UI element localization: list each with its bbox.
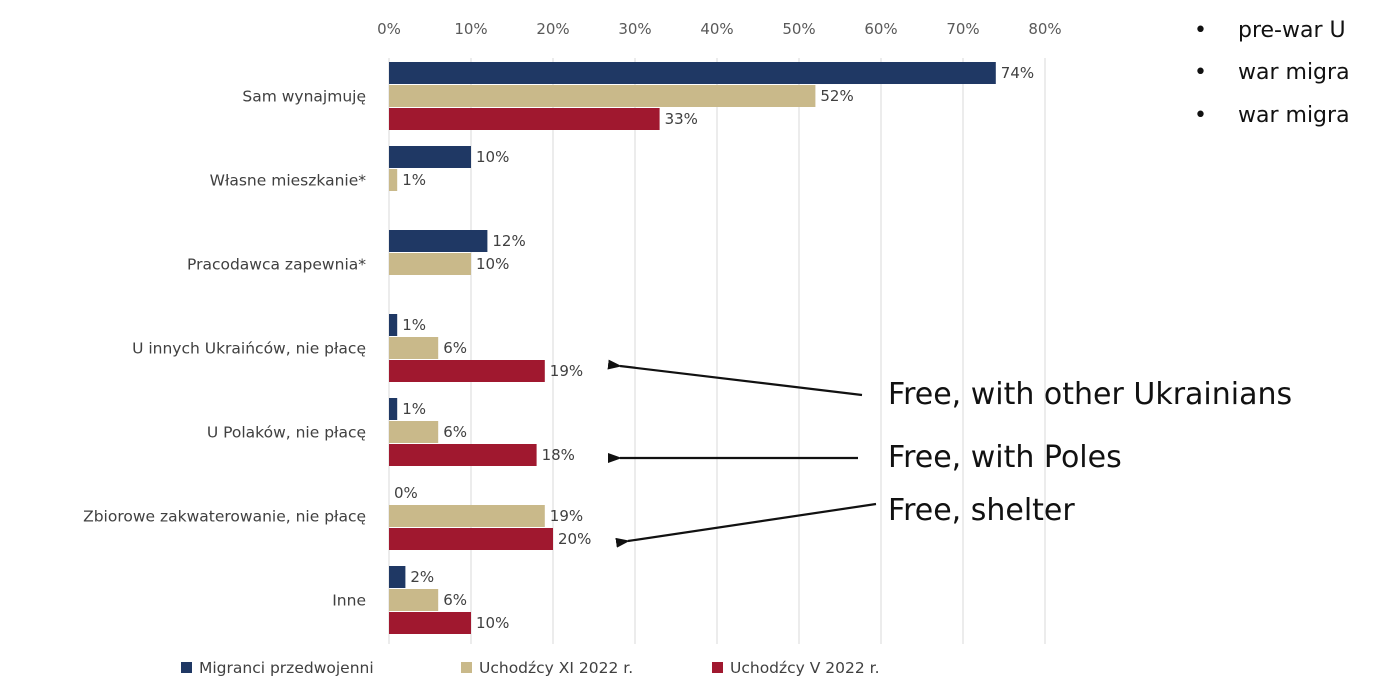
data-labels: 74% 10% 12% 1% 1% 0% 2% 52% 1% 10% 6% 6% 19% 6% 33% 19%… — [394, 64, 1034, 632]
category-label: U Polaków, nie płacę — [207, 424, 366, 442]
data-label: 19% — [550, 507, 583, 525]
x-tick-label: 20% — [536, 20, 569, 38]
data-label: 33% — [665, 110, 698, 128]
x-tick-label: 60% — [864, 20, 897, 38]
bar — [389, 85, 816, 107]
bar — [389, 421, 439, 443]
bar — [389, 566, 406, 588]
annotation-label: Free, with Poles — [888, 440, 1122, 475]
legend-label: Migranci przedwojenni — [199, 659, 374, 677]
bullet-dot: • — [1194, 18, 1207, 43]
annotation-arrow — [607, 359, 863, 397]
x-tick-label: 30% — [618, 20, 651, 38]
legend: Migranci przedwojenni Uchodźcy XI 2022 r.… — [181, 659, 880, 677]
x-tick-label: 80% — [1028, 20, 1061, 38]
category-label: Inne — [332, 592, 366, 610]
annotation-arrow — [615, 502, 877, 548]
annotation-label: Free, shelter — [888, 493, 1075, 528]
x-tick-label: 40% — [700, 20, 733, 38]
x-tick-label: 70% — [946, 20, 979, 38]
bar — [389, 169, 398, 191]
data-label: 2% — [410, 568, 434, 586]
bar — [389, 398, 398, 420]
category-label: Zbiorowe zakwaterowanie, nie płacę — [83, 508, 366, 526]
bar — [389, 444, 537, 466]
data-label: 10% — [476, 148, 509, 166]
x-tick-label: 10% — [454, 20, 487, 38]
data-label: 10% — [476, 614, 509, 632]
legend-label: Uchodźcy XI 2022 r. — [479, 659, 633, 677]
data-label: 19% — [550, 362, 583, 380]
bar — [389, 62, 996, 84]
data-label: 1% — [402, 400, 426, 418]
category-label: Pracodawca zapewnia* — [187, 256, 366, 274]
category-label: Sam wynajmuję — [242, 88, 366, 106]
x-axis-ticks: 0% 10% 20% 30% 40% 50% 60% 70% 80% — [377, 20, 1062, 38]
category-label: Własne mieszkanie* — [210, 172, 367, 190]
legend-swatch — [712, 662, 723, 673]
bullet-dot: • — [1194, 103, 1207, 128]
bar — [389, 505, 545, 527]
legend-swatch — [461, 662, 472, 673]
bar — [389, 612, 471, 634]
legend-swatch — [181, 662, 192, 673]
data-label: 10% — [476, 255, 509, 273]
bar — [389, 253, 471, 275]
bar — [389, 146, 471, 168]
data-label: 12% — [492, 232, 525, 250]
data-label: 0% — [394, 484, 418, 502]
data-label: 6% — [443, 591, 467, 609]
chart-grid — [388, 58, 1046, 644]
bullet-list: • pre-war U • war migra • war migra — [1194, 18, 1350, 128]
x-tick-label: 0% — [377, 20, 401, 38]
bullet-item: pre-war U — [1238, 18, 1346, 43]
bar — [389, 528, 553, 550]
bar — [389, 589, 439, 611]
data-label: 6% — [443, 339, 467, 357]
data-label: 1% — [402, 316, 426, 334]
annotations: Free, with other Ukrainians Free, with Po… — [607, 359, 1292, 548]
category-label: U innych Ukraińców, nie płacę — [132, 340, 366, 358]
bar — [389, 230, 488, 252]
annotation-label: Free, with other Ukrainians — [888, 377, 1292, 412]
data-label: 1% — [402, 171, 426, 189]
bar — [389, 360, 545, 382]
bullet-dot: • — [1194, 60, 1207, 85]
y-axis-categories: Sam wynajmuję Własne mieszkanie* Pracodawc… — [83, 88, 366, 610]
bars — [389, 62, 996, 634]
bullet-item: war migra — [1238, 60, 1350, 85]
bar — [389, 314, 398, 336]
bar — [389, 108, 660, 130]
data-label: 20% — [558, 530, 591, 548]
data-label: 74% — [1001, 64, 1034, 82]
bar — [389, 337, 439, 359]
bullet-item: war migra — [1238, 103, 1350, 128]
data-label: 52% — [820, 87, 853, 105]
data-label: 6% — [443, 423, 467, 441]
x-tick-label: 50% — [782, 20, 815, 38]
legend-label: Uchodźcy V 2022 r. — [730, 659, 880, 677]
data-label: 18% — [542, 446, 575, 464]
